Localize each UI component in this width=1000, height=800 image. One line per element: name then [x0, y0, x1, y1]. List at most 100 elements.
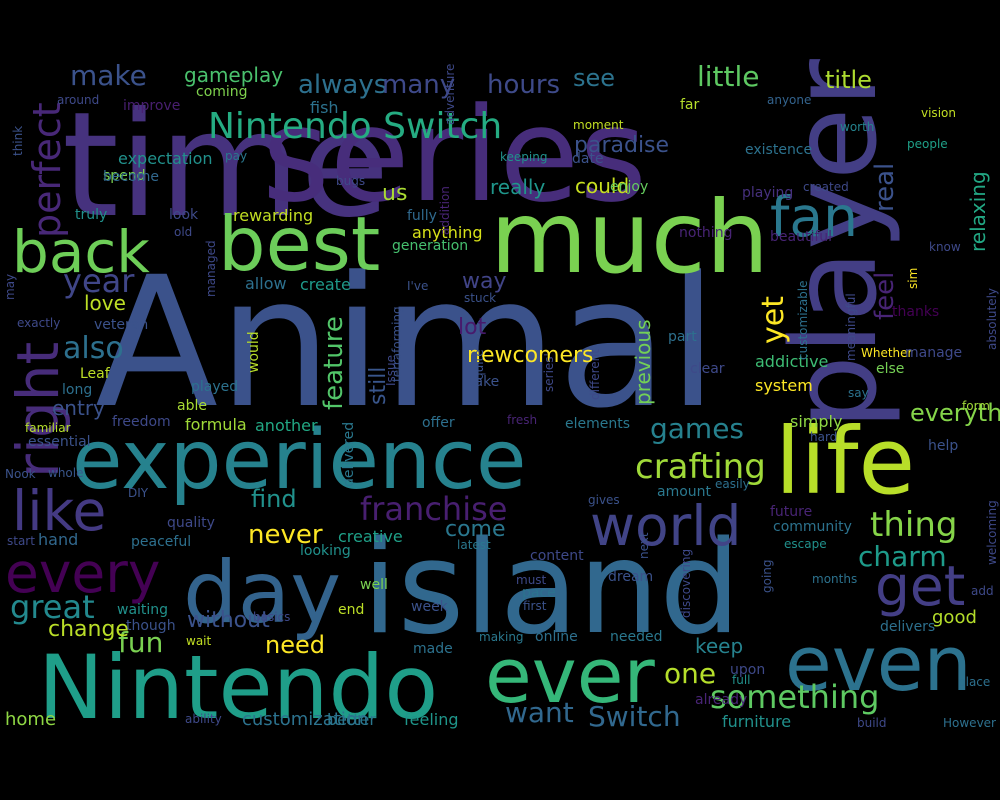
word-back: back: [12, 218, 150, 286]
word-truly: truly: [75, 207, 107, 223]
word-title: title: [825, 66, 872, 94]
word-make: make: [70, 59, 147, 92]
word-discovering: discovering: [679, 549, 693, 618]
word-see: see: [573, 64, 615, 92]
word-feel: feel: [870, 272, 900, 320]
word-island: island: [362, 514, 741, 663]
word-clear: clear: [690, 361, 725, 377]
word-spend: spend: [103, 168, 146, 184]
word-ability: ability: [185, 712, 222, 726]
word-system: system: [755, 376, 813, 395]
word-series: series: [262, 79, 647, 231]
word-never: never: [248, 520, 323, 550]
word-fresh: fresh: [507, 413, 537, 427]
word-everything: everything: [910, 399, 1000, 427]
word-feature: feature: [319, 316, 349, 410]
word-best: best: [218, 200, 380, 288]
word-nintendo-switch: Nintendo Switch: [208, 106, 502, 147]
word-next: next: [637, 532, 651, 559]
word-manage: manage: [905, 345, 962, 361]
word-beautiful: beautiful: [770, 229, 832, 245]
word-quite: quite: [472, 349, 486, 380]
word-creative: creative: [338, 527, 403, 546]
word-us: us: [382, 181, 407, 206]
word-perfect: perfect: [25, 102, 69, 238]
word-could: could: [575, 174, 629, 198]
word-year: year: [63, 262, 135, 300]
word-online: online: [535, 629, 578, 645]
word-escape: escape: [784, 537, 827, 551]
word-far: far: [680, 97, 700, 113]
word-nook: Nook: [5, 467, 36, 481]
word-time: time: [62, 81, 390, 250]
word-formula: formula: [185, 415, 247, 434]
word-improve: improve: [123, 98, 180, 114]
word-change: change: [48, 617, 129, 642]
word-expectation: expectation: [118, 149, 213, 168]
word-start: start: [7, 534, 35, 548]
word-veteran: veteran: [94, 317, 148, 333]
word-ever: ever: [485, 631, 655, 720]
word-franchise: franchise: [360, 490, 507, 528]
word-pace: pace: [522, 585, 556, 601]
word-sim: sim: [906, 268, 920, 289]
word-dream: dream: [608, 569, 653, 585]
word-know: know: [929, 240, 961, 254]
word-months: months: [812, 572, 857, 586]
word-people: people: [907, 137, 948, 151]
word-every: every: [5, 541, 160, 605]
word-must: must: [516, 573, 547, 587]
word-week: week: [411, 599, 449, 615]
word-may: may: [3, 274, 17, 300]
word-previous: previous: [631, 319, 655, 405]
word-whether: Whether: [861, 346, 913, 360]
word-keeping: keeping: [500, 150, 547, 164]
word-freedom: freedom: [112, 414, 171, 430]
word-created: created: [803, 180, 849, 194]
word-hours: hours: [487, 70, 560, 100]
word-come: come: [445, 517, 506, 542]
word-newcomers: newcomers: [467, 343, 594, 368]
word-upon: upon: [730, 662, 765, 678]
word-coming: coming: [196, 84, 248, 100]
word-allow: allow: [245, 274, 287, 293]
word-adventure: adventure: [443, 64, 457, 125]
word-like: like: [12, 479, 106, 543]
word-would: would: [246, 331, 262, 373]
word-generation: generation: [392, 238, 468, 254]
word-gameplay: gameplay: [184, 63, 283, 87]
word-create: create: [300, 275, 351, 294]
word-thing: thing: [870, 505, 957, 545]
word-yet: yet: [756, 296, 791, 344]
word-build: build: [857, 716, 887, 730]
word-little: little: [697, 60, 760, 93]
word-games: games: [650, 412, 744, 445]
word-fun: fun: [118, 626, 163, 659]
word-worth: worth: [840, 120, 874, 134]
word-pay: pay: [225, 149, 247, 163]
word-nothing: nothing: [679, 225, 732, 241]
word-easily: easily: [715, 477, 750, 491]
word-leaf: Leaf: [80, 366, 111, 382]
word-stuck: stuck: [464, 291, 496, 305]
word-going: going: [760, 559, 774, 593]
word-hard: hard: [810, 430, 837, 444]
word-nintendo: Nintendo: [38, 636, 438, 739]
word-series: series': [542, 353, 556, 392]
word-entry: entry: [52, 396, 105, 420]
word-crafting: crafting: [635, 447, 766, 487]
word-familiar: familiar: [25, 421, 71, 435]
word-way: way: [462, 269, 507, 294]
word-home: home: [5, 709, 56, 730]
word-whole: whole: [48, 466, 83, 480]
word-gives: gives: [588, 493, 620, 507]
word-already: already: [695, 692, 747, 708]
word-charm: charm: [858, 540, 947, 573]
word-essential: essential: [28, 434, 91, 450]
word-form: form: [962, 399, 990, 413]
word-around: around: [57, 93, 99, 107]
word-able: able: [177, 398, 207, 414]
word-world: world: [590, 494, 741, 558]
word-making: making: [479, 630, 524, 644]
